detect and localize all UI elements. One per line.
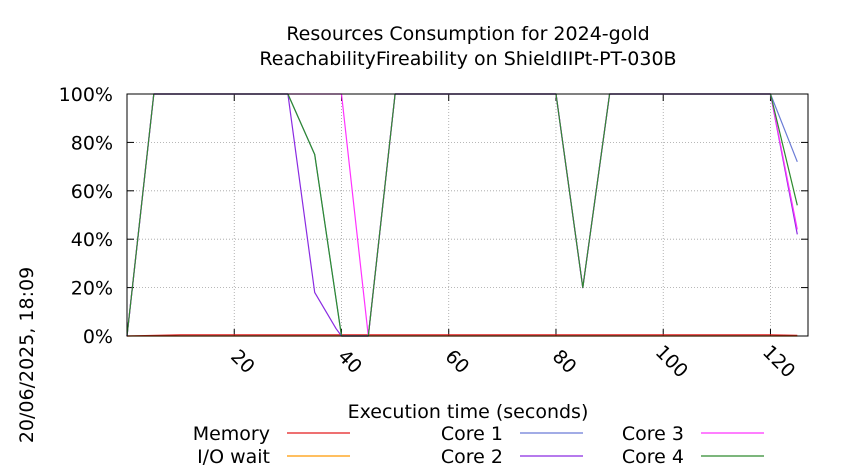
y-tick-label: 40%	[71, 229, 113, 251]
legend-label: Core 1	[441, 423, 503, 445]
series-line-core-2	[126, 93, 798, 337]
plot-frame	[126, 93, 809, 337]
x-tick-label: 80	[548, 345, 581, 378]
x-tick-label: 20	[226, 345, 259, 378]
x-tick-label: 120	[758, 341, 799, 382]
y-tick-label: 100%	[59, 84, 113, 106]
y-tick-label: 20%	[71, 278, 113, 300]
chart-title-line2: ReachabilityFireability on ShieldIIPt-PT…	[259, 48, 676, 70]
x-tick-label: 60	[441, 345, 474, 378]
x-axis-ticks: 20 40 60 80 100 120	[226, 94, 799, 382]
x-tick-label: 100	[651, 341, 692, 382]
x-tick-label: 40	[333, 345, 366, 378]
y-tick-label: 80%	[71, 132, 113, 154]
legend-label: Core 3	[622, 423, 684, 445]
series-line-core-1	[126, 93, 798, 337]
series-line-core-4	[126, 93, 798, 337]
y-axis-ticks: 0% 20% 40% 60% 80% 100%	[59, 84, 808, 348]
y-tick-label: 60%	[71, 181, 113, 203]
legend-label: Memory	[193, 423, 270, 445]
chart-title-line1: Resources Consumption for 2024-gold	[286, 23, 649, 45]
side-timestamp: 20/06/2025, 18:09	[16, 267, 38, 443]
legend-label: Core 4	[622, 446, 684, 468]
y-tick-label: 0%	[83, 326, 113, 348]
grid	[127, 94, 808, 336]
legend-label: Core 2	[441, 446, 503, 468]
x-axis-label: Execution time (seconds)	[348, 401, 589, 423]
legend-label: I/O wait	[197, 446, 270, 468]
series-line-memory	[126, 334, 798, 337]
series-lines	[126, 93, 798, 337]
series-line-core-3	[126, 93, 798, 337]
